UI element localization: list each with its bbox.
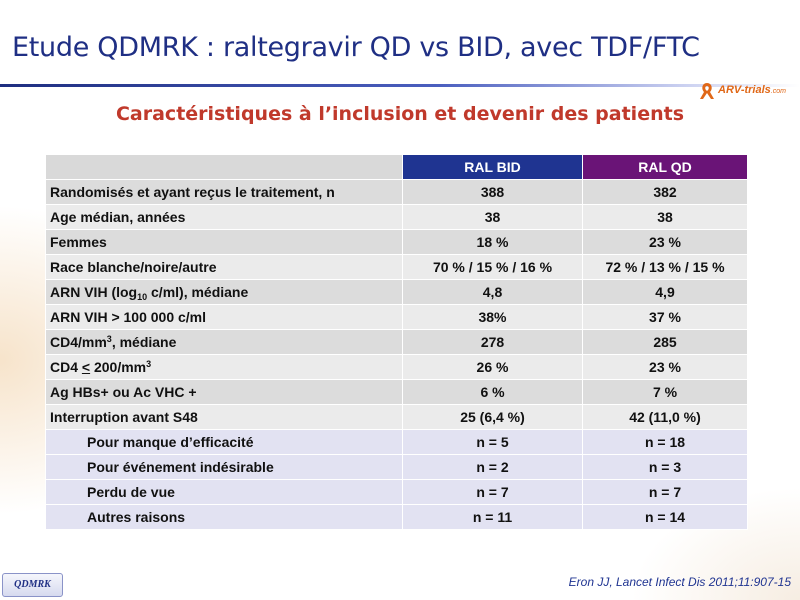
bid-value: 4,8 bbox=[402, 279, 583, 305]
label-text-end: c/ml), médiane bbox=[147, 284, 249, 300]
header-ral-qd: RAL QD bbox=[582, 154, 748, 180]
logo-name: ARV-trials bbox=[718, 84, 771, 96]
table-subrow: Autres raisons n = 11 n = 14 bbox=[45, 504, 748, 530]
row-label: Ag HBs+ ou Ac VHC + bbox=[45, 379, 403, 405]
table-subrow: Pour manque d’efficacité n = 5 n = 18 bbox=[45, 429, 748, 455]
bid-value: 25 (6,4 %) bbox=[402, 404, 583, 430]
qd-value: 37 % bbox=[582, 304, 748, 330]
bid-value: n = 11 bbox=[402, 504, 583, 530]
qd-value: n = 18 bbox=[582, 429, 748, 455]
table-subrow: Pour événement indésirable n = 2 n = 3 bbox=[45, 454, 748, 480]
qd-value: n = 3 bbox=[582, 454, 748, 480]
bid-value: 388 bbox=[402, 179, 583, 205]
header-empty-cell bbox=[45, 154, 403, 180]
label-subscript: 10 bbox=[137, 292, 148, 302]
row-label: Femmes bbox=[45, 229, 403, 255]
bid-value: 18 % bbox=[402, 229, 583, 255]
row-label: CD4 < 200/mm3 bbox=[45, 354, 403, 380]
header-ral-bid: RAL BID bbox=[402, 154, 583, 180]
label-superscript: 3 bbox=[146, 359, 152, 369]
table-row: CD4 < 200/mm3 26 % 23 % bbox=[45, 354, 748, 380]
bid-value: 6 % bbox=[402, 379, 583, 405]
table-row: Ag HBs+ ou Ac VHC + 6 % 7 % bbox=[45, 379, 748, 405]
qd-value: 23 % bbox=[582, 354, 748, 380]
bid-value: 26 % bbox=[402, 354, 583, 380]
row-label: Pour événement indésirable bbox=[45, 454, 403, 480]
row-label: Pour manque d’efficacité bbox=[45, 429, 403, 455]
row-label: Race blanche/noire/autre bbox=[45, 254, 403, 280]
ribbon-icon bbox=[700, 83, 714, 99]
table-row: Race blanche/noire/autre 70 % / 15 % / 1… bbox=[45, 254, 748, 280]
qd-value: 4,9 bbox=[582, 279, 748, 305]
qd-value: n = 7 bbox=[582, 479, 748, 505]
label-text: CD4/mm bbox=[50, 334, 107, 350]
row-label: CD4/mm3, médiane bbox=[45, 329, 403, 355]
row-label: Interruption avant S48 bbox=[45, 404, 403, 430]
row-label: ARN VIH > 100 000 c/ml bbox=[45, 304, 403, 330]
less-equal-symbol: < bbox=[81, 359, 91, 375]
bid-value: n = 5 bbox=[402, 429, 583, 455]
table-header-row: RAL BID RAL QD bbox=[45, 154, 748, 180]
row-label: Randomisés et ayant reçus le traitement,… bbox=[45, 179, 403, 205]
characteristics-table: RAL BID RAL QD Randomisés et ayant reçus… bbox=[45, 154, 748, 530]
qd-value: 42 (11,0 %) bbox=[582, 404, 748, 430]
row-label: ARN VIH (log10 c/ml), médiane bbox=[45, 279, 403, 305]
qd-value: 38 bbox=[582, 204, 748, 230]
title-underline bbox=[0, 84, 800, 87]
qd-value: 23 % bbox=[582, 229, 748, 255]
bid-value: 38 bbox=[402, 204, 583, 230]
qd-value: n = 14 bbox=[582, 504, 748, 530]
bid-value: n = 2 bbox=[402, 454, 583, 480]
citation: Eron JJ, Lancet Infect Dis 2011;11:907-1… bbox=[568, 575, 791, 589]
arv-trials-logo: ARV-trials.com bbox=[698, 81, 794, 101]
label-text: CD4 bbox=[50, 359, 82, 375]
label-text-mid: 200/mm bbox=[90, 359, 147, 375]
table-row: Age médian, années 38 38 bbox=[45, 204, 748, 230]
bid-value: 38% bbox=[402, 304, 583, 330]
qd-value: 382 bbox=[582, 179, 748, 205]
qd-value: 72 % / 13 % / 15 % bbox=[582, 254, 748, 280]
label-text-end: , médiane bbox=[111, 334, 177, 350]
row-label: Autres raisons bbox=[45, 504, 403, 530]
row-label: Perdu de vue bbox=[45, 479, 403, 505]
slide-title: Etude QDMRK : raltegravir QD vs BID, ave… bbox=[12, 32, 700, 63]
table-row: Randomisés et ayant reçus le traitement,… bbox=[45, 179, 748, 205]
table-row: ARN VIH > 100 000 c/ml 38% 37 % bbox=[45, 304, 748, 330]
qd-value: 285 bbox=[582, 329, 748, 355]
bid-value: 70 % / 15 % / 16 % bbox=[402, 254, 583, 280]
qd-value: 7 % bbox=[582, 379, 748, 405]
slide-subtitle: Caractéristiques à l’inclusion et deveni… bbox=[115, 103, 685, 125]
study-tag: QDMRK bbox=[2, 573, 63, 597]
bid-value: 278 bbox=[402, 329, 583, 355]
table-subrow: Perdu de vue n = 7 n = 7 bbox=[45, 479, 748, 505]
table-row: CD4/mm3, médiane 278 285 bbox=[45, 329, 748, 355]
label-superscript: 3 bbox=[106, 334, 112, 344]
logo-text: ARV-trials.com bbox=[718, 84, 786, 96]
row-label: Age médian, années bbox=[45, 204, 403, 230]
bid-value: n = 7 bbox=[402, 479, 583, 505]
table-row: Femmes 18 % 23 % bbox=[45, 229, 748, 255]
logo-domain: .com bbox=[770, 88, 786, 95]
table-row: Interruption avant S48 25 (6,4 %) 42 (11… bbox=[45, 404, 748, 430]
table-row: ARN VIH (log10 c/ml), médiane 4,8 4,9 bbox=[45, 279, 748, 305]
label-text: ARN VIH (log bbox=[50, 284, 138, 300]
